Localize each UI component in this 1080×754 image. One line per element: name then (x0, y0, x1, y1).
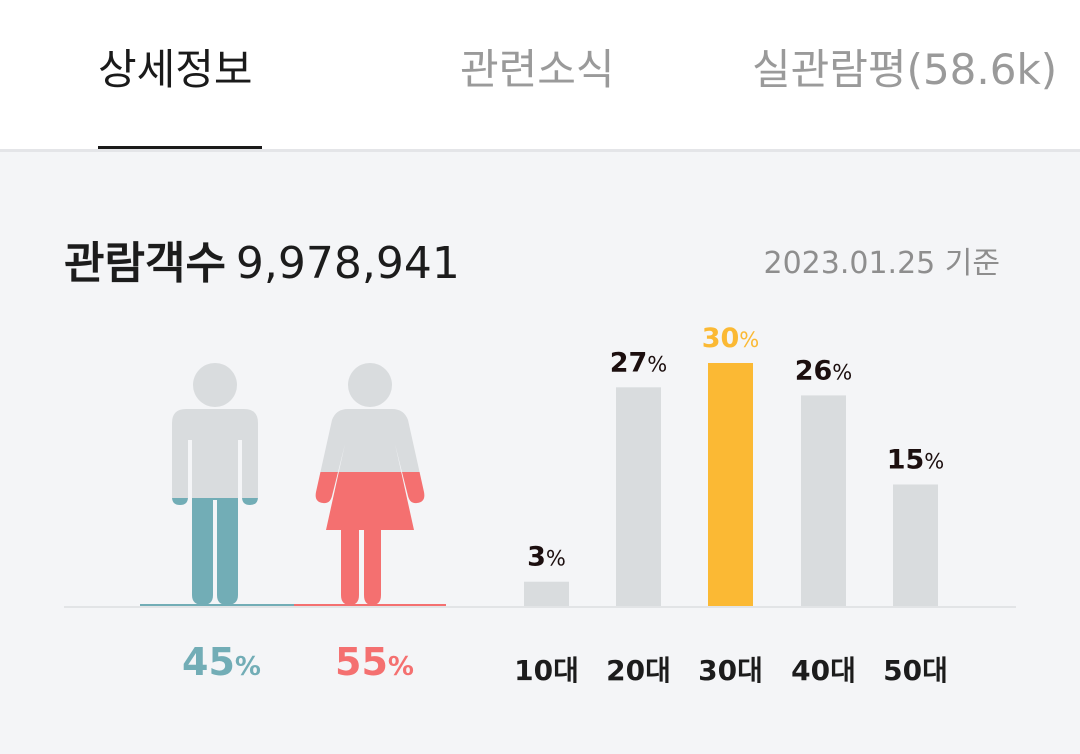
tab-bar: 상세정보 관련소식 실관람평(58.6k) (0, 0, 1080, 152)
tab-details[interactable]: 상세정보 (98, 45, 253, 94)
audience-count: 9,978,941 (235, 238, 460, 289)
male-percent-value: 45% (182, 640, 261, 684)
age-bars: 3% 27% 30% 26% 15% (524, 323, 944, 606)
age-category-label-3: 30대 (698, 654, 763, 687)
age-value-label-5: 15% (887, 445, 945, 476)
age-value-label-1: 3% (527, 542, 566, 573)
age-category-label-5: 50대 (883, 654, 948, 687)
age-category-label-1: 10대 (514, 654, 579, 687)
male-figure-icon (172, 363, 258, 605)
tab-related-news[interactable]: 관련소식 (460, 45, 615, 94)
as-of-date: 2023.01.25 기준 (763, 246, 1000, 281)
male-percent-label: 45% (182, 640, 261, 684)
age-value-label-4: 26% (795, 355, 853, 386)
active-tab-indicator (98, 146, 262, 149)
audience-charts: 3% 27% 30% 26% 15% 10대 20대 30대 40대 50대 (64, 323, 1016, 687)
age-category-label-4: 40대 (791, 654, 856, 687)
age-bar-3 (708, 363, 753, 606)
tab-reviews[interactable]: 실관람평(58.6k) (752, 45, 1058, 94)
age-bar-2 (616, 387, 661, 606)
age-category-label-2: 20대 (606, 654, 671, 687)
age-bar-1 (524, 581, 569, 606)
female-percent-label: 55% (335, 640, 414, 684)
female-percent-value: 55% (335, 640, 414, 684)
female-figure-icon (315, 363, 425, 605)
audience-summary: 관람객수 9,978,941 (64, 236, 460, 292)
age-bar-4 (801, 395, 846, 606)
age-bar-5 (893, 484, 938, 606)
audience-label: 관람객수 (64, 238, 226, 289)
age-category-labels: 10대 20대 30대 40대 50대 (514, 654, 948, 687)
age-value-label-2: 27% (610, 347, 668, 378)
age-value-label-3: 30% (702, 323, 760, 354)
